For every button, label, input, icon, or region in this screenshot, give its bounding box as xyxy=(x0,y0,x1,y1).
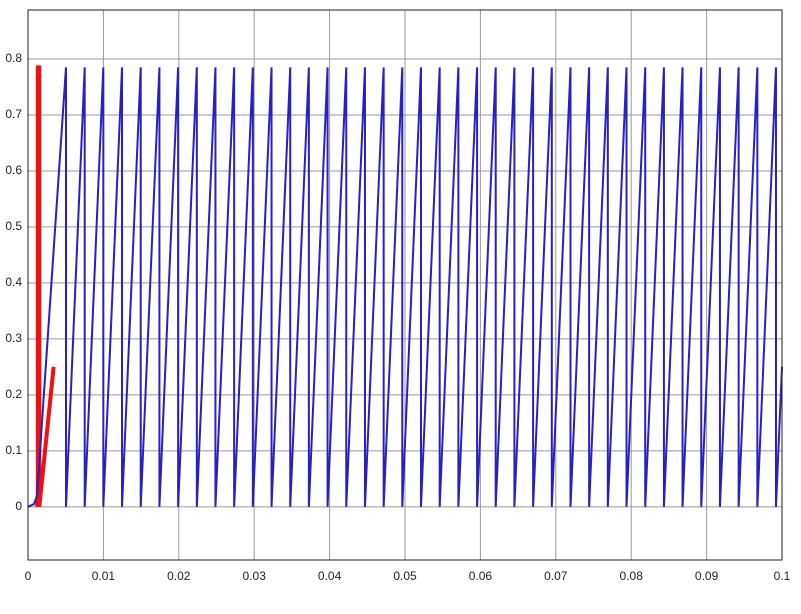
x-tick-label: 0.06 xyxy=(469,569,493,583)
y-tick-label: 0.5 xyxy=(5,219,22,233)
x-tick-label: 0.01 xyxy=(92,569,116,583)
series-line xyxy=(35,65,56,508)
y-tick-label: 0.1 xyxy=(5,443,22,457)
x-tick-label: 0.08 xyxy=(620,569,644,583)
x-tick-label: 0.04 xyxy=(318,569,342,583)
y-tick-label: 0.3 xyxy=(5,331,22,345)
y-tick-label: 0.6 xyxy=(5,163,22,177)
x-tick-label: 0.07 xyxy=(544,569,568,583)
x-tick-label: 0.02 xyxy=(167,569,191,583)
x-tick-label: 0.1 xyxy=(774,569,791,583)
y-tick-label: 0.2 xyxy=(5,387,22,401)
y-tick-label: 0.8 xyxy=(5,51,22,65)
y-tick-label: 0.4 xyxy=(5,275,22,289)
x-tick-label: 0.09 xyxy=(695,569,719,583)
plot-frame xyxy=(27,9,783,561)
series-line xyxy=(27,67,783,508)
y-tick-label: 0 xyxy=(15,499,22,513)
x-tick-label: 0.03 xyxy=(243,569,267,583)
x-tick-label: 0.05 xyxy=(393,569,417,583)
y-tick-label: 0.7 xyxy=(5,107,22,121)
x-tick-label: 0 xyxy=(25,569,32,583)
